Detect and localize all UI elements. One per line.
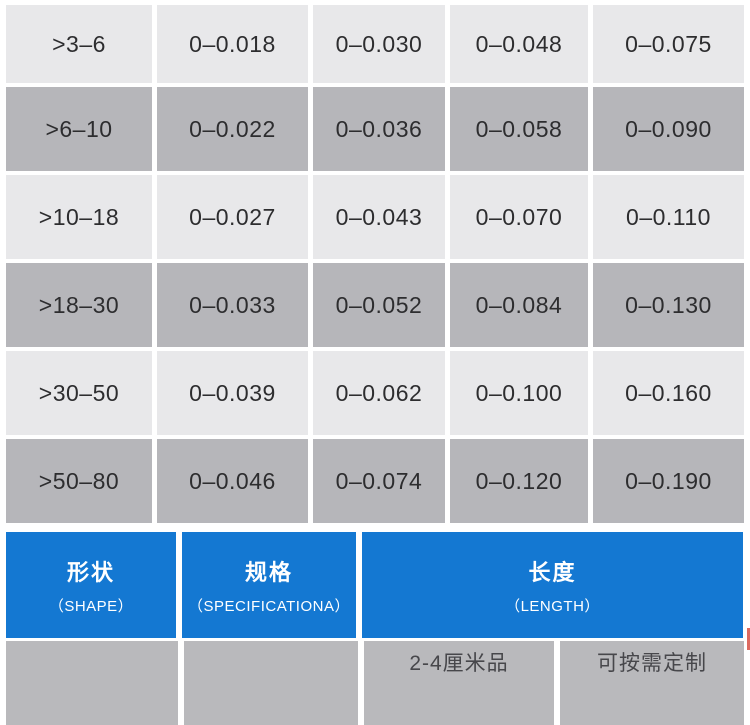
size-range-cell: >50–80 [6,439,152,523]
tolerance-value-cell: 0–0.039 [157,351,308,435]
tolerance-value-cell: 0–0.190 [593,439,744,523]
header-label-zh: 形状 [66,559,115,585]
header-cell-shape: 形状 （SHAPE） [6,532,176,638]
size-range-cell: >30–50 [6,351,152,435]
spec-sheet: { "colors": { "row_light": "#e8e8ea", "r… [0,5,750,725]
header-label-en: （SPECIFICATIONA） [188,597,350,615]
spec-table-partial-row: 2-4厘米品 可按需定制 [0,641,750,725]
tolerance-value-cell: 0–0.100 [450,351,588,435]
tolerance-value-cell: 0–0.090 [593,87,744,171]
tolerance-value-cell: 0–0.018 [157,5,308,83]
tolerance-value-cell: 0–0.058 [450,87,588,171]
size-range-cell: >18–30 [6,263,152,347]
tolerance-value-cell: 0–0.084 [450,263,588,347]
tolerance-value-cell: 0–0.062 [313,351,445,435]
tolerance-value-cell: 0–0.030 [313,5,445,83]
tolerance-value-cell: 0–0.070 [450,175,588,259]
header-label-zh: 规格 [244,559,293,585]
tolerance-value-cell: 0–0.160 [593,351,744,435]
tolerance-table: >3–6 0–0.018 0–0.030 0–0.048 0–0.075 >6–… [6,5,744,523]
header-label-en: （LENGTH） [505,597,600,615]
header-cell-specification: 规格 （SPECIFICATIONA） [182,532,356,638]
tolerance-value-cell: 0–0.033 [157,263,308,347]
edge-artifact [747,628,750,650]
size-range-cell: >3–6 [6,5,152,83]
tolerance-value-cell: 0–0.036 [313,87,445,171]
tolerance-value-cell: 0–0.022 [157,87,308,171]
partial-cell [6,641,178,725]
tolerance-value-cell: 0–0.027 [157,175,308,259]
tolerance-value-cell: 0–0.130 [593,263,744,347]
size-range-cell: >10–18 [6,175,152,259]
partial-cell [184,641,358,725]
tolerance-value-cell: 0–0.120 [450,439,588,523]
tolerance-value-cell: 0–0.075 [593,5,744,83]
tolerance-value-cell: 0–0.110 [593,175,744,259]
tolerance-value-cell: 0–0.074 [313,439,445,523]
spec-table-header: 形状 （SHAPE） 规格 （SPECIFICATIONA） 长度 （LENGT… [0,532,750,638]
tolerance-value-cell: 0–0.043 [313,175,445,259]
partial-cell: 2-4厘米品 [364,641,554,725]
header-label-en: （SHAPE） [48,597,134,615]
partial-cell: 可按需定制 [560,641,744,725]
size-range-cell: >6–10 [6,87,152,171]
header-cell-length: 长度 （LENGTH） [362,532,743,638]
header-label-zh: 长度 [528,559,577,585]
tolerance-value-cell: 0–0.046 [157,439,308,523]
tolerance-value-cell: 0–0.052 [313,263,445,347]
tolerance-value-cell: 0–0.048 [450,5,588,83]
